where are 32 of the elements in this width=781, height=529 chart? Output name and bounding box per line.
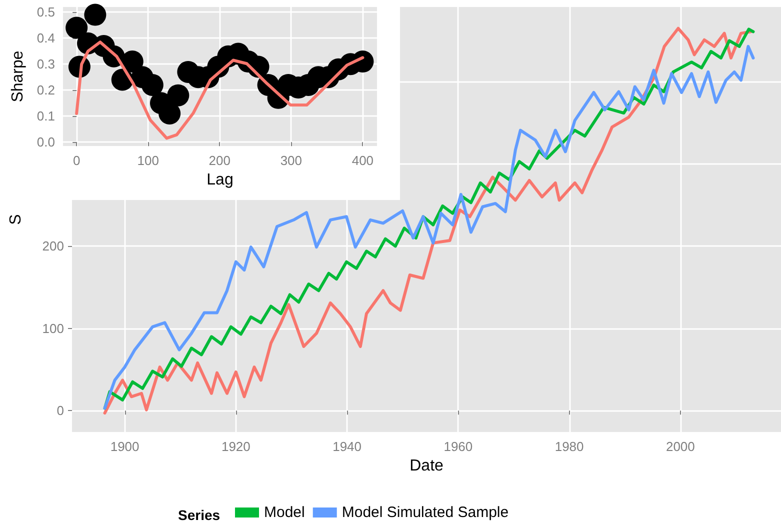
y-tick-label: 0.5 [36, 4, 55, 20]
point [158, 102, 181, 125]
legend-title: Series [178, 507, 220, 523]
y-tick-label: 0.3 [36, 56, 55, 72]
x-tick-label: 1900 [110, 439, 140, 454]
x-tick-label: 0 [72, 153, 80, 168]
x-tick-label: 1940 [332, 439, 362, 454]
y-tick-label: 0.1 [36, 108, 55, 124]
x-tick-label: 100 [137, 153, 159, 168]
point [167, 84, 190, 106]
point [66, 16, 88, 39]
y-tick-label: 0.2 [36, 82, 55, 98]
legend-label: Model [264, 504, 305, 521]
x-axis-title: Date [410, 458, 444, 474]
x-tick-label: 1980 [554, 439, 584, 454]
y-tick-label: 0.0 [36, 134, 55, 150]
x-tick-label: 200 [208, 153, 230, 168]
x-axis-title: Lag [206, 171, 234, 188]
x-tick-label: 400 [352, 153, 374, 168]
y-axis-title: S [8, 214, 24, 225]
y-tick-label: 200 [42, 238, 64, 254]
point [84, 4, 106, 26]
x-tick-label: 1920 [221, 439, 250, 454]
y-axis-title: Sharpe [10, 50, 27, 102]
y-tick-label: 0.4 [36, 30, 55, 46]
point [141, 74, 164, 96]
x-tick-label: 300 [280, 153, 302, 168]
y-tick-label: 0 [56, 403, 64, 418]
y-tick-label: 100 [42, 320, 64, 336]
x-tick-label: 1960 [444, 439, 473, 454]
x-tick-label: 2000 [666, 439, 695, 454]
legend-label: Model Simulated Sample [342, 504, 509, 521]
